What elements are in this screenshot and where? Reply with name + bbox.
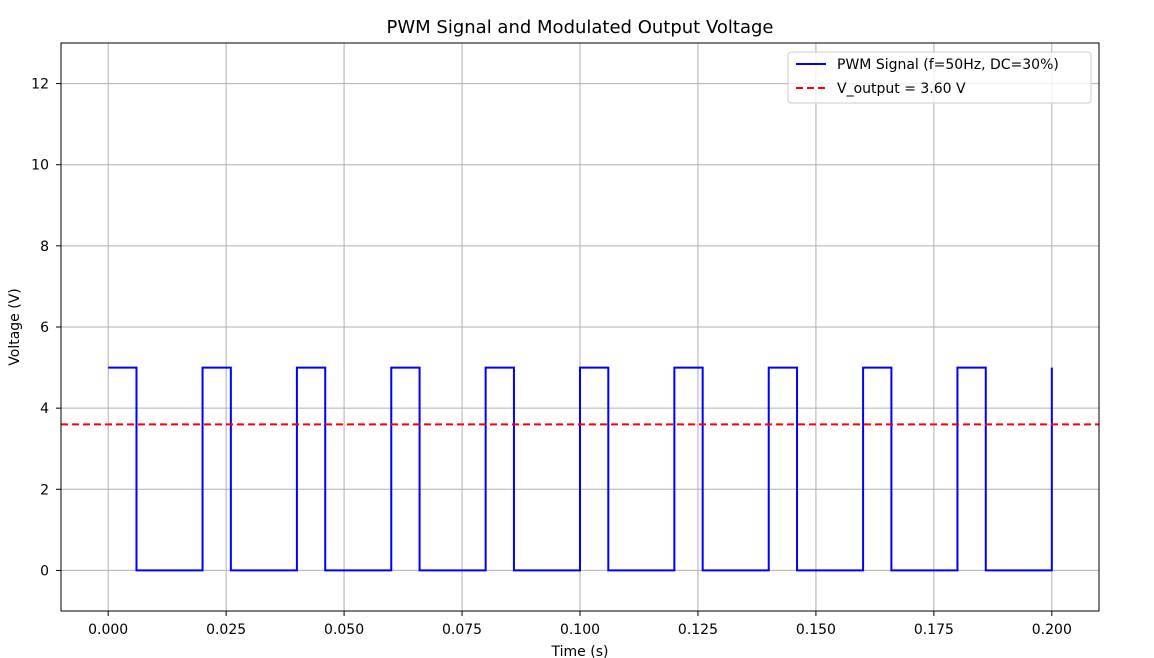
y-axis-label: Voltage (V) (7, 288, 23, 365)
legend-box (787, 51, 1092, 104)
x-tick-label: 0.075 (442, 622, 482, 638)
x-tick-label: 0.050 (324, 622, 364, 638)
x-tick-label: 0.150 (796, 622, 836, 638)
series-layer (61, 366, 1099, 572)
x-axis-ticks: 0.000 0.025 0.050 0.075 0.100 0.125 0.150 0.175… (88, 611, 1072, 638)
legend-label-pwm: PWM Signal (f=50Hz, DC=30%) (837, 57, 1059, 73)
x-tick-label: 0.025 (206, 622, 246, 638)
x-tick-label: 0.000 (88, 622, 128, 638)
x-tick-label: 0.100 (560, 622, 600, 638)
y-tick-label: 6 (40, 320, 49, 336)
legend: PWM Signal (f=50Hz, DC=30%) V_output = 3… (787, 51, 1092, 104)
x-axis-label: Time (s) (551, 644, 609, 658)
legend-label-output: V_output = 3.60 V (837, 81, 966, 97)
y-tick-label: 4 (40, 401, 49, 417)
y-tick-label: 0 (40, 563, 49, 579)
y-tick-label: 10 (31, 158, 49, 174)
y-axis-ticks: 0 2 4 6 8 10 12 (31, 77, 61, 579)
pwm-signal-line (108, 366, 1053, 572)
x-tick-label: 0.175 (914, 622, 954, 638)
y-tick-label: 8 (40, 239, 49, 255)
x-tick-label: 0.125 (678, 622, 718, 638)
chart-title: PWM Signal and Modulated Output Voltage (387, 17, 774, 38)
y-tick-label: 12 (31, 77, 49, 93)
x-tick-label: 0.200 (1032, 622, 1072, 638)
y-tick-label: 2 (40, 482, 49, 498)
